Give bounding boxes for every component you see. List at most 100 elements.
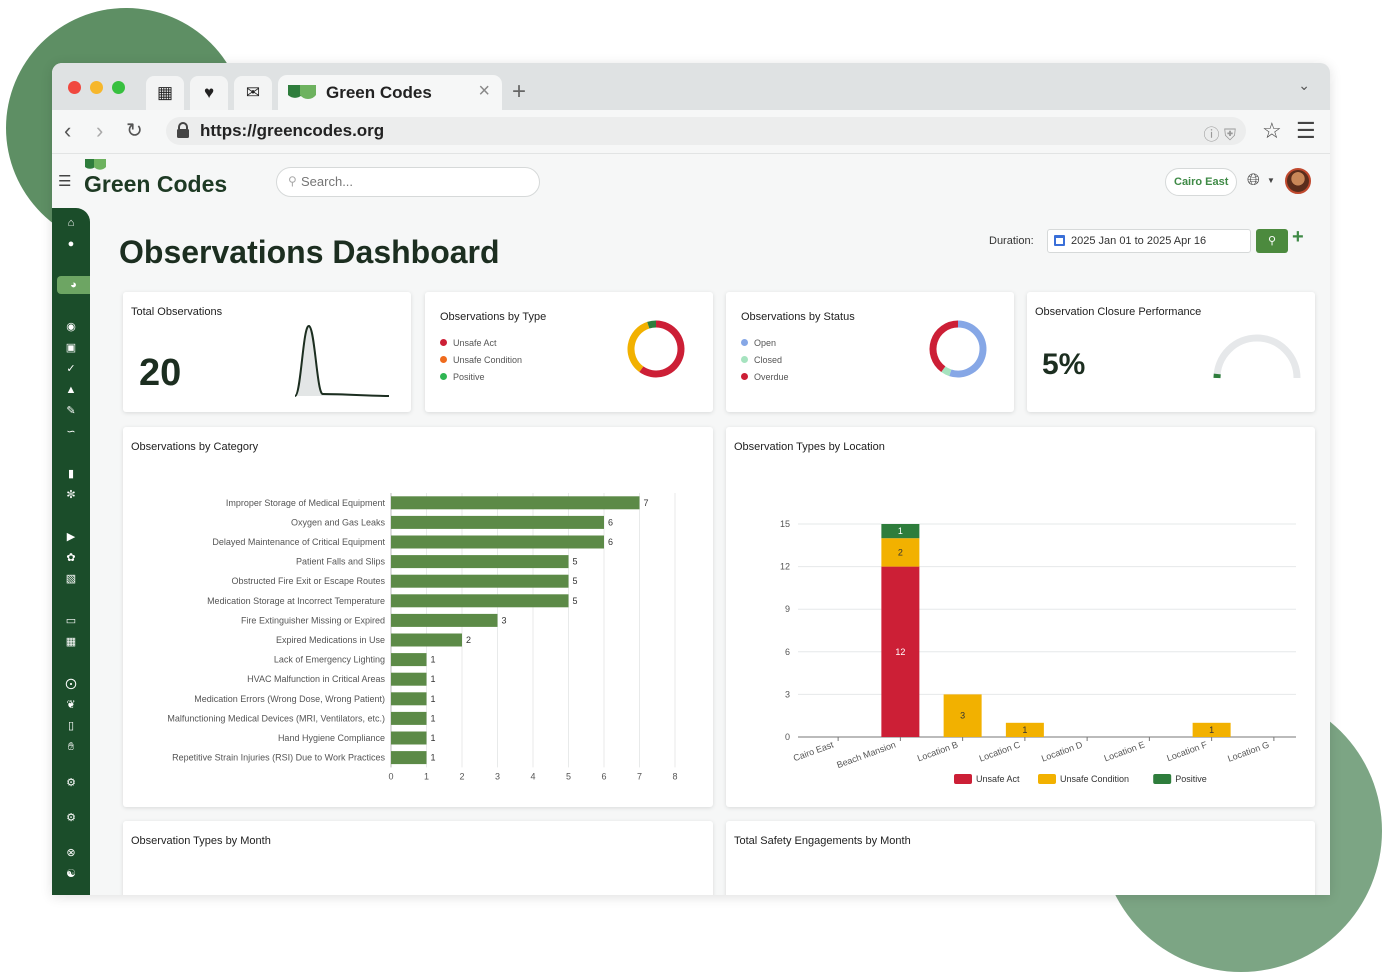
caret-down-icon[interactable]: ▼ <box>1267 176 1275 185</box>
card-title: Observations by Status <box>741 311 855 323</box>
donut-chart-by-type <box>627 320 685 378</box>
legend-dot <box>741 356 748 363</box>
search-box[interactable]: ⚲ <box>276 167 540 197</box>
line-chart-icon[interactable]: ∽ <box>66 426 76 438</box>
tab-green-codes[interactable]: Green Codes × <box>278 75 502 110</box>
eye-icon[interactable]: ◉ <box>66 321 76 333</box>
check-icon[interactable]: ✓ <box>66 363 76 375</box>
card-observations-by-type: Observations by Type Unsafe Act Unsafe C… <box>425 292 713 412</box>
stacked-bar-segment <box>1192 722 1231 737</box>
tab-bar: ▦ ♥ ✉ Green Codes × + ⌄ <box>52 63 1330 110</box>
chevron-down-icon[interactable]: ⌄ <box>1298 77 1310 93</box>
brain-icon[interactable]: ✼ <box>66 489 76 501</box>
fire-drop-icon[interactable]: ❦ <box>66 699 76 711</box>
url-field[interactable]: https://greencodes.org ⓘ ⛨ <box>166 117 1246 145</box>
document-icon[interactable]: ▮ <box>67 468 75 480</box>
search-input[interactable] <box>301 174 521 189</box>
handshake-icon[interactable]: ✿ <box>66 552 76 564</box>
folder-icon[interactable]: ▭ <box>65 615 77 627</box>
segment-value-label: 12 <box>895 647 905 657</box>
donut-slice-unsafe-condition <box>627 321 650 373</box>
category-label: Oxygen and Gas Leaks <box>291 517 386 527</box>
bar <box>391 535 604 549</box>
y-tick-label: 12 <box>780 562 790 572</box>
legend-closed: Closed <box>741 355 782 365</box>
heart-icon[interactable]: ♥ <box>190 76 228 110</box>
add-observation-button[interactable]: + <box>1292 226 1304 248</box>
apply-search-button[interactable]: ⚲ <box>1256 229 1288 253</box>
y-tick-label: 3 <box>785 689 790 699</box>
bar <box>391 692 427 706</box>
bar <box>391 633 462 647</box>
bar <box>391 672 427 686</box>
mail-icon[interactable]: ✉ <box>234 76 272 110</box>
browser-menu-icon[interactable]: ☰ <box>1296 118 1316 143</box>
settings-cog-icon[interactable]: ⚙︎ <box>66 812 76 824</box>
y-tick-label: 6 <box>785 647 790 657</box>
gear-icon[interactable]: ⚙︎ <box>66 777 76 789</box>
card-closure-performance: Observation Closure Performance 5% <box>1027 292 1315 412</box>
stacked-bar-segment <box>881 566 920 737</box>
exit-door-icon[interactable]: ▧ <box>65 573 77 585</box>
x-tick-label: 1 <box>424 771 429 781</box>
hand-icon[interactable]: ✋︎ <box>67 741 75 753</box>
location-chip[interactable]: Cairo East <box>1165 168 1238 196</box>
support-icon[interactable]: ⊗ <box>66 847 76 859</box>
globe-icon[interactable]: 🌐︎ <box>1247 172 1260 189</box>
card-types-by-location: Observation Types by Location 0 3 6 9 12 15 Ca… <box>726 427 1315 807</box>
back-icon[interactable]: ‹ <box>64 118 72 143</box>
megaphone-icon[interactable]: ▶ <box>66 531 76 543</box>
info-shield-icons[interactable]: ⓘ ⛨ <box>1203 127 1236 144</box>
y-tick-label: 0 <box>785 732 790 742</box>
bar-value-label: 7 <box>644 498 649 508</box>
gauge-chart <box>1213 334 1301 379</box>
legend-unsafe-condition: Unsafe Condition <box>440 355 522 365</box>
x-tick-label: 6 <box>601 771 606 781</box>
category-label: Improper Storage of Medical Equipment <box>226 498 386 508</box>
legend-swatch <box>1038 774 1056 784</box>
x-category-label: Location B <box>916 739 959 763</box>
hamburger-menu-icon[interactable]: ☰ <box>58 173 72 190</box>
card-title: Observations by Category <box>131 441 259 453</box>
closure-percent-value: 5% <box>1042 348 1086 381</box>
bookmark-star-icon[interactable]: ☆ <box>1262 118 1282 143</box>
bar <box>391 751 427 765</box>
home-icon[interactable]: ⌂ <box>67 217 75 229</box>
user-icon[interactable]: ● <box>67 238 75 250</box>
trash-icon[interactable]: ▯ <box>67 720 75 732</box>
stacked-bar-segment <box>1005 722 1044 737</box>
card-title: Observations by Type <box>440 311 547 323</box>
stacked-bar-segment <box>943 694 982 737</box>
category-label: Lack of Emergency Lighting <box>274 655 385 665</box>
warning-icon[interactable]: ▲ <box>65 384 77 396</box>
new-tab-icon[interactable]: + <box>512 78 527 105</box>
search-icon: ⚲ <box>288 174 297 188</box>
legend-dot <box>440 339 447 346</box>
briefcase-icon[interactable]: ▣ <box>65 342 77 354</box>
close-window-dot[interactable] <box>68 81 81 94</box>
network-icon[interactable]: ⨀ <box>65 678 77 690</box>
category-label: Medication Errors (Wrong Dose, Wrong Pat… <box>194 694 385 704</box>
user-avatar[interactable] <box>1285 168 1311 194</box>
bar-value-label: 1 <box>431 713 436 723</box>
calendar-icon[interactable]: ▦ <box>65 636 77 648</box>
reload-icon[interactable]: ↻ <box>126 120 143 142</box>
language-icon[interactable]: ☯ <box>66 868 76 880</box>
pen-icon[interactable]: ✎ <box>66 405 76 417</box>
brand-name[interactable]: Green Codes <box>84 171 228 197</box>
tab-title: Green Codes <box>326 83 432 102</box>
maximize-window-dot[interactable] <box>112 81 125 94</box>
dashboard-chart-icon[interactable]: ◕ <box>57 276 90 294</box>
apps-grid-icon[interactable]: ▦ <box>146 76 184 110</box>
bar-value-label: 2 <box>466 635 471 645</box>
forward-icon[interactable]: › <box>96 118 104 143</box>
duration-date-range-field[interactable]: 2025 Jan 01 to 2025 Apr 16 <box>1047 229 1251 253</box>
donut-slice-overdue <box>929 320 959 373</box>
legend-label: Unsafe Condition <box>1060 774 1129 784</box>
minimize-window-dot[interactable] <box>90 81 103 94</box>
close-tab-icon[interactable]: × <box>478 80 490 102</box>
legend-unsafe-act: Unsafe Act <box>440 338 497 348</box>
legend-positive: Positive <box>440 372 485 382</box>
duration-value: 2025 Jan 01 to 2025 Apr 16 <box>1071 235 1207 247</box>
donut-slice-open <box>949 320 987 378</box>
